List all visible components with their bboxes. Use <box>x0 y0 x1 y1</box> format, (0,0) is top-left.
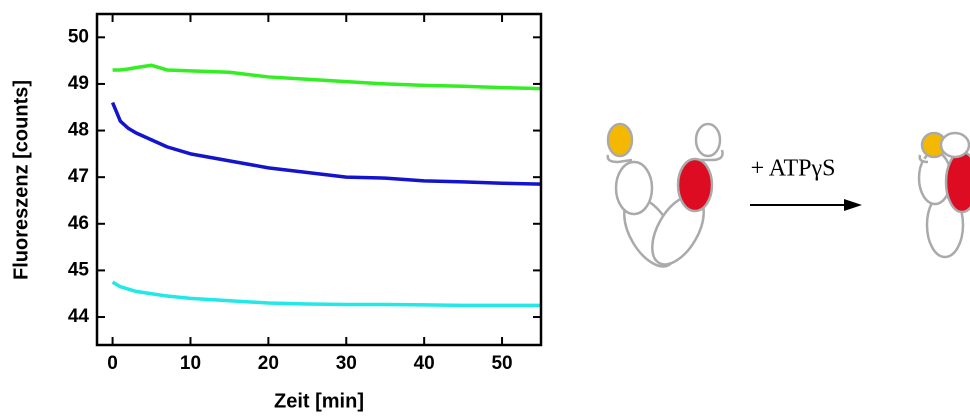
y-tick-label: 46 <box>68 213 89 234</box>
domain <box>939 131 970 159</box>
y-tick-label: 44 <box>68 306 90 327</box>
plot-frame <box>95 12 543 347</box>
y-tick-label: 48 <box>68 120 89 141</box>
x-tick-label: 0 <box>107 353 118 374</box>
arrowhead <box>844 199 862 211</box>
linker <box>918 154 929 164</box>
diagram: + ATPγS <box>606 122 970 268</box>
x-axis-label: Zeit [min] <box>274 390 364 412</box>
red-label <box>944 150 970 214</box>
data-line <box>112 63 542 91</box>
yellow-label <box>606 122 634 158</box>
data-line <box>111 280 541 308</box>
y-tick-label: 47 <box>68 166 89 187</box>
arrow-label: + ATPγS <box>751 156 836 182</box>
linker <box>606 154 633 164</box>
y-tick-label: 49 <box>68 73 89 94</box>
data-line <box>110 101 542 186</box>
x-tick-label: 20 <box>258 353 279 374</box>
domain <box>694 122 722 158</box>
x-tick-label: 30 <box>336 353 357 374</box>
red-label <box>676 157 714 213</box>
y-tick-label: 50 <box>68 26 89 47</box>
y-tick-label: 45 <box>68 259 90 280</box>
x-tick-label: 40 <box>414 353 435 374</box>
y-axis-label: Fluoreszenz [counts] <box>10 80 32 280</box>
x-tick-label: 10 <box>180 353 201 374</box>
domain <box>614 160 654 216</box>
x-tick-label: 50 <box>491 353 512 374</box>
